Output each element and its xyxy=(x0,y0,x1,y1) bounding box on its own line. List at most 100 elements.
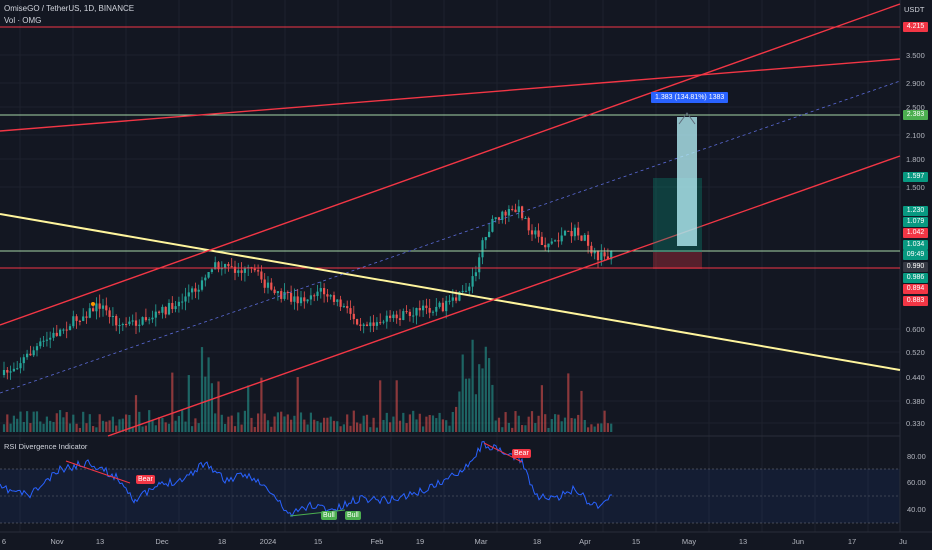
candle-body xyxy=(583,234,586,241)
candle-body xyxy=(418,307,421,311)
volume-bar xyxy=(16,418,19,432)
candle-body xyxy=(2,370,6,375)
volume-bar xyxy=(92,426,95,432)
volume-bar xyxy=(600,423,603,432)
volume-bar xyxy=(428,415,431,432)
candle-body xyxy=(471,276,474,287)
volume-bar xyxy=(540,385,543,432)
candle-body xyxy=(181,301,184,303)
volume-bar xyxy=(200,347,204,432)
volume-bar xyxy=(121,418,124,432)
volume-bar xyxy=(478,364,481,432)
volume-bar xyxy=(266,420,270,432)
volume-bar xyxy=(514,411,517,432)
candle-body xyxy=(207,272,210,278)
long-term-resistance-line[interactable] xyxy=(0,58,901,132)
volume-bar xyxy=(445,420,448,432)
candle-body xyxy=(134,320,138,326)
volume-bar xyxy=(280,411,283,432)
candle-body xyxy=(167,302,171,315)
volume-bar xyxy=(164,422,167,432)
candle-body xyxy=(253,268,256,271)
volume-bar xyxy=(247,385,250,432)
candle-body xyxy=(138,324,141,326)
candle-body xyxy=(174,306,177,310)
candle-body xyxy=(204,277,207,281)
candle-body xyxy=(560,235,563,242)
volume-bar xyxy=(118,419,121,432)
projection-arrow[interactable] xyxy=(677,117,697,246)
volume-bar xyxy=(306,424,309,432)
volume-bar xyxy=(88,414,91,432)
volume-bar xyxy=(299,412,303,432)
volume-bar xyxy=(293,415,296,432)
volume-bar xyxy=(412,410,415,432)
candle-body xyxy=(148,319,151,321)
candle-body xyxy=(286,292,289,294)
candle-body xyxy=(534,230,537,235)
candle-body xyxy=(158,311,161,313)
candle-body xyxy=(326,294,329,297)
candle-body xyxy=(514,209,517,213)
candle-body xyxy=(141,317,144,325)
candle-body xyxy=(95,303,98,312)
volume-bar xyxy=(151,420,154,432)
volume-bar xyxy=(276,412,279,432)
volume-bar xyxy=(128,414,131,432)
candle-body xyxy=(501,211,504,220)
candle-body xyxy=(299,297,303,304)
volume-bar xyxy=(270,426,273,432)
candle-body xyxy=(494,217,497,219)
descending-trendline[interactable] xyxy=(0,213,901,371)
candle-body xyxy=(458,291,461,301)
volume-bar xyxy=(372,417,375,432)
volume-bar xyxy=(488,358,491,432)
channel-lower-line[interactable] xyxy=(107,155,901,437)
candle-body xyxy=(441,302,444,312)
volume-bar xyxy=(233,426,237,432)
volume-bar xyxy=(332,420,336,432)
volume-bar xyxy=(273,416,276,432)
candle-body xyxy=(478,257,481,273)
candle-body xyxy=(385,315,388,322)
candle-body xyxy=(65,329,68,331)
candle-body xyxy=(593,250,596,254)
candle-body xyxy=(19,363,22,369)
volume-bar xyxy=(35,411,39,432)
candle-body xyxy=(237,270,240,273)
volume-bar xyxy=(346,414,349,432)
candle-body xyxy=(98,303,101,309)
channel-upper-line[interactable] xyxy=(0,3,901,326)
candle-body xyxy=(59,329,62,336)
position-stop-zone[interactable] xyxy=(653,252,702,269)
volume-bar xyxy=(524,425,527,432)
candle-body xyxy=(412,315,415,317)
candle-body xyxy=(550,241,553,244)
volume-bar xyxy=(521,425,524,432)
volume-bar xyxy=(570,418,573,432)
volume-bar xyxy=(2,424,6,432)
candle-body xyxy=(408,311,411,316)
volume-bar xyxy=(243,410,246,432)
channel-mid-line[interactable] xyxy=(0,80,901,394)
volume-bar xyxy=(471,339,474,432)
volume-bar xyxy=(237,412,240,432)
candle-body xyxy=(323,288,326,295)
volume-bar xyxy=(435,418,438,432)
volume-bar xyxy=(125,414,128,432)
signal-dot xyxy=(91,302,95,306)
candle-body xyxy=(468,286,471,291)
candle-body xyxy=(240,270,243,273)
volume-bar xyxy=(596,423,600,432)
candle-body xyxy=(313,295,316,297)
candle-body xyxy=(62,329,65,331)
volume-bar xyxy=(461,354,464,432)
candle-body xyxy=(187,292,190,297)
volume-bar xyxy=(448,425,451,432)
candle-body xyxy=(154,311,157,318)
volume-bar xyxy=(369,427,372,432)
volume-bar xyxy=(138,411,141,432)
volume-bar xyxy=(339,426,342,432)
volume-bar xyxy=(593,426,596,432)
